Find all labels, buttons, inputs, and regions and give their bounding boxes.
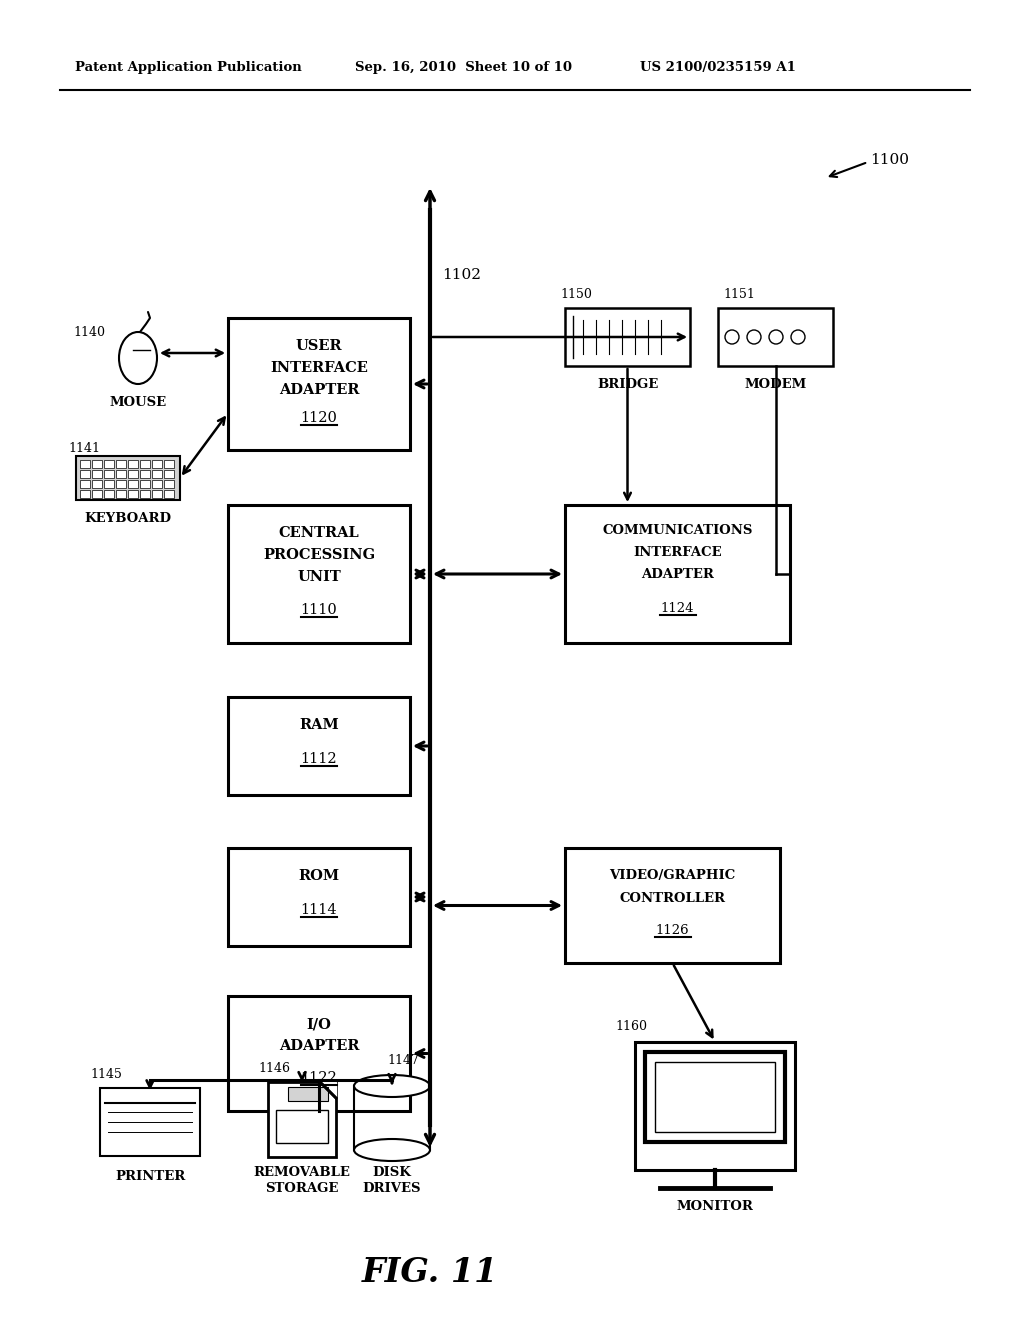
Text: CONTROLLER: CONTROLLER [620,891,725,904]
Bar [80,470,90,478]
Bar [116,490,126,498]
Bar [116,470,126,478]
Bar [276,1110,328,1143]
Text: 1120: 1120 [301,411,338,425]
Bar [152,480,162,488]
Bar [80,459,90,469]
Text: ADAPTER: ADAPTER [641,569,714,582]
Bar [80,480,90,488]
Text: 1114: 1114 [301,903,337,917]
Text: RAM: RAM [299,718,339,733]
Text: KEYBOARD: KEYBOARD [85,511,171,524]
Bar [228,697,410,795]
Text: BRIDGE: BRIDGE [597,378,658,391]
Bar [164,459,174,469]
Bar [635,1041,795,1170]
Text: ADAPTER: ADAPTER [279,1039,359,1053]
Bar [565,847,780,964]
Bar [228,318,410,450]
Bar [655,1063,775,1133]
Text: DRIVES: DRIVES [362,1181,421,1195]
Bar [116,459,126,469]
Text: MONITOR: MONITOR [677,1200,754,1213]
Bar [80,490,90,498]
Text: UNIT: UNIT [297,570,341,583]
Bar [128,480,138,488]
Text: PROCESSING: PROCESSING [263,548,375,562]
Bar [288,1086,328,1101]
Text: 1110: 1110 [301,603,337,616]
Bar [140,470,150,478]
Bar [104,459,114,469]
Text: 1151: 1151 [723,288,755,301]
Text: MOUSE: MOUSE [110,396,167,408]
Bar [268,1082,336,1158]
Text: REMOVABLE: REMOVABLE [254,1167,350,1180]
Text: I/O: I/O [306,1016,332,1031]
Text: 1124: 1124 [660,602,694,615]
Bar [76,455,180,500]
Text: 1145: 1145 [90,1068,122,1081]
Text: 1122: 1122 [301,1071,337,1085]
Text: INTERFACE: INTERFACE [270,360,368,375]
Bar [718,308,833,366]
Text: STORAGE: STORAGE [265,1181,339,1195]
Bar [140,459,150,469]
Bar [104,480,114,488]
Bar [140,480,150,488]
Bar [92,470,102,478]
Bar [92,480,102,488]
Bar [104,470,114,478]
Bar [164,470,174,478]
Text: 1102: 1102 [442,268,481,282]
Ellipse shape [119,333,157,384]
Text: ROM: ROM [298,869,340,883]
Bar [565,308,690,366]
Bar [128,459,138,469]
Text: MODEM: MODEM [744,378,807,391]
Bar [140,490,150,498]
Polygon shape [319,1082,336,1098]
Text: 1100: 1100 [870,153,909,168]
Bar [645,1052,785,1142]
Text: FIG. 11: FIG. 11 [361,1255,499,1288]
Text: Sep. 16, 2010  Sheet 10 of 10: Sep. 16, 2010 Sheet 10 of 10 [355,62,572,74]
Ellipse shape [354,1139,430,1162]
Bar [164,490,174,498]
Bar [100,1088,200,1156]
Bar [164,480,174,488]
Text: 1160: 1160 [615,1019,647,1032]
Text: Patent Application Publication: Patent Application Publication [75,62,302,74]
Text: COMMUNICATIONS: COMMUNICATIONS [602,524,753,537]
Bar [152,490,162,498]
Bar [128,470,138,478]
Text: CENTRAL: CENTRAL [279,525,359,540]
Text: 1140: 1140 [73,326,105,339]
Text: 1147: 1147 [387,1055,419,1068]
Bar [128,490,138,498]
Text: US 2100/0235159 A1: US 2100/0235159 A1 [640,62,796,74]
Text: USER: USER [296,339,342,352]
Text: 1112: 1112 [301,752,337,766]
Text: ADAPTER: ADAPTER [279,383,359,397]
Bar [152,459,162,469]
Text: 1146: 1146 [258,1061,290,1074]
Bar [228,997,410,1111]
Bar [92,490,102,498]
Text: VIDEO/GRAPHIC: VIDEO/GRAPHIC [609,870,735,883]
Bar [565,506,790,643]
Bar [228,847,410,946]
Bar [152,470,162,478]
Text: 1150: 1150 [560,288,592,301]
Text: PRINTER: PRINTER [115,1170,185,1183]
Ellipse shape [354,1074,430,1097]
Text: INTERFACE: INTERFACE [633,546,722,560]
Bar [92,459,102,469]
Text: 1126: 1126 [655,924,689,936]
Bar [116,480,126,488]
Bar [104,490,114,498]
Text: DISK: DISK [373,1167,412,1180]
Bar [228,506,410,643]
Text: 1141: 1141 [68,441,100,454]
